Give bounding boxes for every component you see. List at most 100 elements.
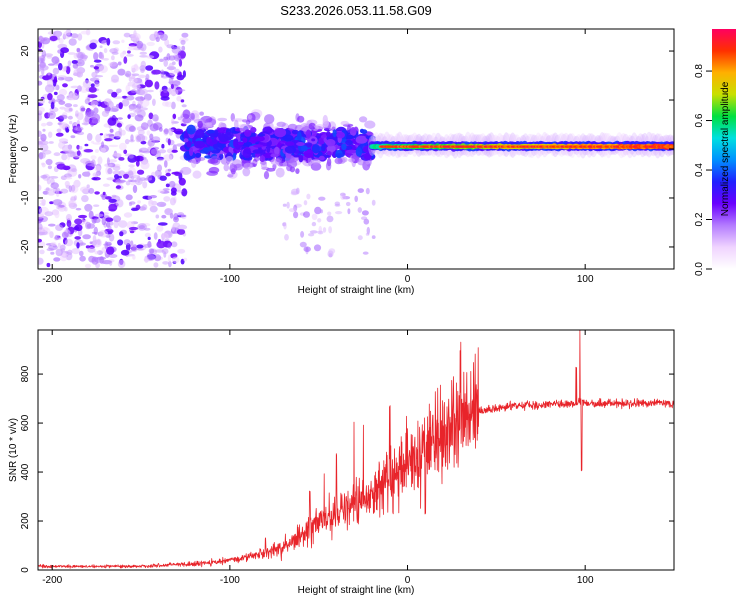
heatmap-cell <box>71 168 78 173</box>
x-tick-label: -100 <box>220 575 240 586</box>
heatmap-cell <box>94 191 100 195</box>
heatmap-cell <box>84 98 90 105</box>
heatmap-cell <box>274 127 287 138</box>
heatmap-cell <box>86 184 90 189</box>
heatmap-cell <box>306 193 311 200</box>
heatmap-cell <box>111 91 118 98</box>
heatmap-cell <box>60 188 69 194</box>
heatmap-cell <box>56 94 65 101</box>
heatmap-cell <box>56 205 60 210</box>
heatmap-cell <box>89 42 97 50</box>
heatmap-cell <box>49 35 58 42</box>
heatmap-cell <box>149 205 158 213</box>
heatmap-cell <box>310 159 321 165</box>
heatmap-cell <box>305 129 311 139</box>
heatmap-cell <box>254 135 265 142</box>
heatmap-cell <box>38 113 42 122</box>
heatmap-cell <box>70 85 80 89</box>
heatmap-cell <box>114 131 123 138</box>
heatmap-cell <box>47 190 56 196</box>
heatmap-cell <box>326 145 336 153</box>
heatmap-cell <box>104 106 111 112</box>
heatmap-cell <box>263 171 270 180</box>
heatmap-cell <box>136 244 144 249</box>
heatmap-cell <box>168 260 172 268</box>
heatmap-cell <box>79 105 86 113</box>
heatmap-cell <box>191 158 197 168</box>
heatmap-cell <box>125 84 131 93</box>
heatmap-cell <box>39 249 45 255</box>
heatmap-cell <box>138 147 149 153</box>
heatmap-cell <box>87 247 96 253</box>
heatmap-cell <box>54 234 60 240</box>
heatmap-cell <box>140 161 150 170</box>
heatmap-cell <box>53 152 61 157</box>
heatmap-cell <box>76 131 85 136</box>
heatmap-cell <box>266 167 276 172</box>
heatmap-cell <box>334 157 343 165</box>
colorbar-gradient <box>712 29 736 269</box>
heatmap-cell <box>71 248 81 255</box>
heatmap-cell <box>129 106 134 112</box>
heatmap-cell <box>314 124 325 130</box>
heatmap-cell <box>307 156 312 166</box>
heatmap-cell <box>55 224 64 231</box>
heatmap-cell <box>202 147 212 152</box>
heatmap-cell <box>124 138 130 145</box>
heatmap-cell <box>69 120 73 125</box>
heatmap-cell <box>39 152 46 159</box>
heatmap-cell <box>298 154 304 163</box>
heatmap-cell <box>178 59 183 67</box>
x-tick-label: 0 <box>405 274 411 285</box>
heatmap-cell <box>128 76 132 82</box>
heatmap-cell <box>130 181 136 186</box>
heatmap-cell <box>354 195 359 202</box>
heatmap-cell <box>253 144 264 148</box>
heatmap-cell <box>151 69 162 75</box>
heatmap-cell <box>153 262 159 268</box>
heatmap-cell <box>68 185 73 193</box>
heatmap-cell <box>154 81 160 90</box>
heatmap-cell <box>180 166 192 175</box>
heatmap-cell <box>60 244 66 251</box>
heatmap-cell <box>154 169 162 177</box>
heatmap-cell <box>147 140 153 147</box>
heatmap-cell <box>197 120 203 129</box>
heatmap-cell <box>39 61 45 68</box>
heatmap-cell <box>53 91 58 96</box>
heatmap-cell <box>139 55 148 58</box>
heatmap-cell <box>164 160 168 168</box>
heatmap-cell <box>163 88 168 93</box>
heatmap-cell <box>290 191 299 196</box>
heatmap-cell <box>168 180 176 188</box>
heatmap-cell <box>128 125 136 132</box>
heatmap-cell <box>325 161 332 171</box>
heatmap-cell <box>91 256 99 265</box>
heatmap-cell <box>162 188 170 191</box>
heatmap-cell <box>48 176 59 179</box>
heatmap-cell <box>156 225 164 232</box>
heatmap-cell <box>166 44 175 49</box>
heatmap-cell <box>270 153 279 158</box>
heatmap-cell <box>279 161 289 167</box>
heatmap-cell <box>116 88 122 94</box>
heatmap-cell <box>46 121 53 127</box>
heatmap-cell <box>125 194 133 201</box>
heatmap-cell <box>135 96 146 102</box>
heatmap-cell <box>111 194 117 198</box>
heatmap-cell <box>207 158 219 164</box>
heatmap-cell <box>104 241 109 250</box>
heatmap-cell <box>51 56 60 64</box>
heatmap-cell <box>108 254 118 258</box>
heatmap-cell <box>91 71 98 78</box>
heatmap-cell <box>108 159 118 163</box>
heatmap-cell <box>64 173 72 178</box>
heatmap-cell <box>86 223 96 229</box>
heatmap-cell <box>171 256 180 263</box>
heatmap-cell <box>291 129 299 135</box>
heatmap-cell <box>78 174 82 179</box>
heatmap-cell <box>106 177 115 181</box>
heatmap-cell <box>64 176 73 180</box>
heatmap-cell <box>55 248 63 257</box>
